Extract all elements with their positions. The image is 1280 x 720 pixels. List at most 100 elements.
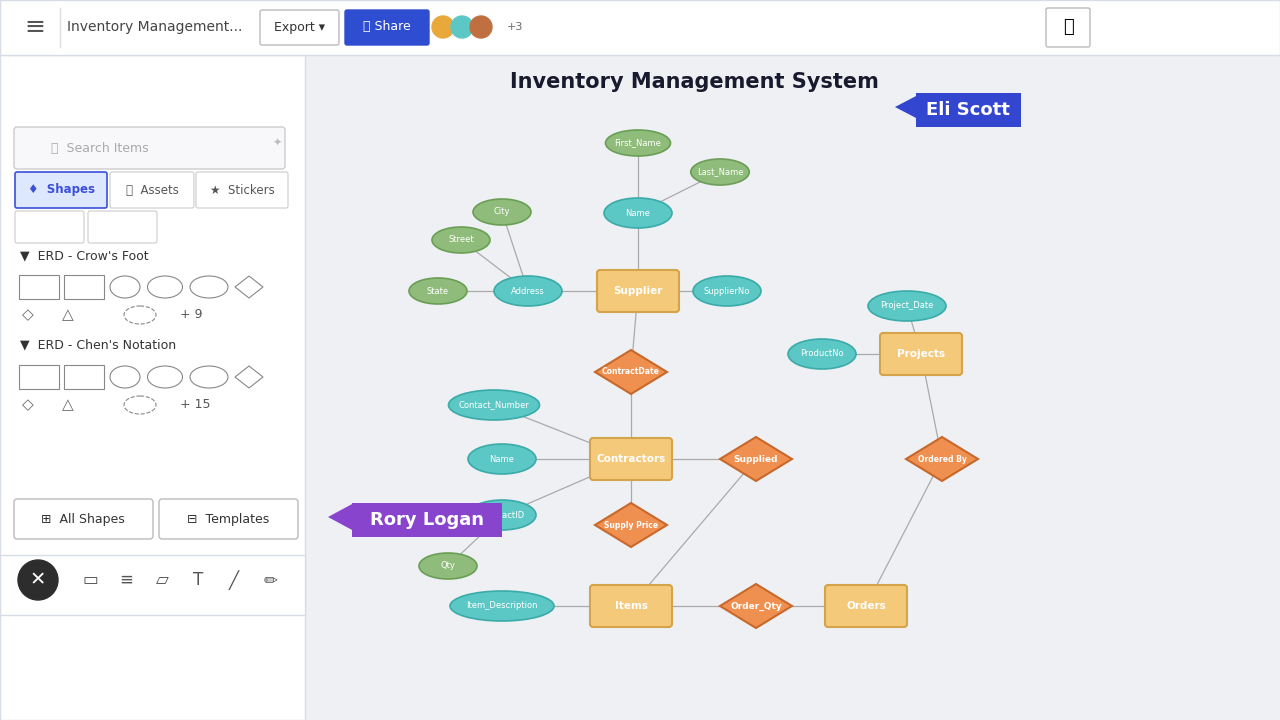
Text: ContractID: ContractID [480,510,525,520]
Polygon shape [895,95,918,119]
Text: Last_Name: Last_Name [696,168,744,176]
FancyBboxPatch shape [15,211,84,243]
Text: ContractDate: ContractDate [602,367,660,377]
Polygon shape [906,437,978,481]
Polygon shape [595,503,667,547]
FancyBboxPatch shape [0,0,1280,55]
Ellipse shape [189,366,228,388]
FancyBboxPatch shape [260,10,339,45]
Text: Rory Logan: Rory Logan [370,511,484,529]
Text: +3: +3 [507,22,524,32]
FancyBboxPatch shape [15,172,108,208]
Ellipse shape [448,390,539,420]
Text: City: City [494,207,511,217]
FancyBboxPatch shape [596,270,678,312]
Text: ◇: ◇ [22,397,33,413]
Text: ✏: ✏ [264,571,276,589]
Text: Projects: Projects [897,349,945,359]
Ellipse shape [474,199,531,225]
Ellipse shape [494,276,562,306]
Text: Qty: Qty [440,562,456,570]
FancyBboxPatch shape [159,499,298,539]
Text: Supplied: Supplied [733,454,778,464]
FancyBboxPatch shape [826,585,908,627]
FancyBboxPatch shape [19,365,59,389]
Text: Contact_Number: Contact_Number [458,400,530,410]
Ellipse shape [692,276,762,306]
Polygon shape [595,350,667,394]
Text: Supplier: Supplier [613,286,663,296]
Text: Eli Scott: Eli Scott [925,101,1010,119]
FancyBboxPatch shape [64,365,104,389]
Text: + 15: + 15 [180,398,210,412]
Text: Supply Price: Supply Price [604,521,658,529]
Ellipse shape [604,198,672,228]
Text: 💬: 💬 [1062,18,1074,36]
Text: 🏷  Assets: 🏷 Assets [125,184,178,197]
Ellipse shape [788,339,856,369]
Polygon shape [236,366,262,388]
Text: Order_Qty: Order_Qty [730,601,782,611]
Text: Items: Items [614,601,648,611]
FancyBboxPatch shape [64,275,104,299]
Text: △: △ [61,307,74,323]
Text: ╱: ╱ [229,570,239,590]
Text: Address: Address [511,287,545,295]
Circle shape [433,16,454,38]
FancyBboxPatch shape [881,333,963,375]
Text: ⊞  All Shapes: ⊞ All Shapes [41,513,125,526]
Text: Inventory Management System: Inventory Management System [509,72,878,92]
Text: ♦  Shapes: ♦ Shapes [27,184,95,197]
Text: Ordered By: Ordered By [918,454,966,464]
Ellipse shape [433,227,490,253]
Text: Export ▾: Export ▾ [274,20,325,34]
Ellipse shape [868,291,946,321]
Text: Name: Name [626,209,650,217]
Text: SupplierNo: SupplierNo [704,287,750,295]
Text: 🌐 Share: 🌐 Share [364,20,411,34]
FancyBboxPatch shape [0,555,305,615]
Text: ≡: ≡ [119,571,133,589]
FancyBboxPatch shape [590,438,672,480]
FancyBboxPatch shape [14,127,285,169]
FancyBboxPatch shape [0,55,305,720]
Text: Item_Description: Item_Description [466,601,538,611]
FancyBboxPatch shape [590,585,672,627]
Text: ⊟  Templates: ⊟ Templates [187,513,269,526]
Text: ▼  ERD - Crow's Foot: ▼ ERD - Crow's Foot [20,250,148,263]
Polygon shape [719,584,792,628]
Ellipse shape [189,276,228,298]
FancyBboxPatch shape [14,499,154,539]
Text: ▼  ERD - Chen's Notation: ▼ ERD - Chen's Notation [20,338,177,351]
Text: Project_Date: Project_Date [881,302,933,310]
FancyBboxPatch shape [110,172,195,208]
Text: ✕: ✕ [29,570,46,590]
Ellipse shape [605,130,671,156]
Text: △: △ [61,397,74,413]
Text: ≡: ≡ [24,15,46,39]
Polygon shape [328,503,355,531]
FancyBboxPatch shape [196,172,288,208]
Text: Street: Street [448,235,474,245]
Text: State: State [428,287,449,295]
Text: Orders: Orders [846,601,886,611]
Text: T: T [193,571,204,589]
FancyBboxPatch shape [916,93,1021,127]
FancyBboxPatch shape [1046,8,1091,47]
Ellipse shape [124,396,156,414]
Ellipse shape [110,276,140,298]
Text: ★  Stickers: ★ Stickers [210,184,274,197]
Ellipse shape [451,591,554,621]
Polygon shape [236,276,262,298]
FancyBboxPatch shape [19,275,59,299]
Text: ▭: ▭ [82,571,97,589]
Ellipse shape [410,278,467,304]
Text: ✦: ✦ [273,138,282,148]
Ellipse shape [419,553,477,579]
Text: First_Name: First_Name [614,138,662,148]
FancyBboxPatch shape [88,211,157,243]
Polygon shape [719,437,792,481]
Text: Name: Name [489,454,515,464]
Ellipse shape [147,276,183,298]
Text: ProductNo: ProductNo [800,349,844,359]
